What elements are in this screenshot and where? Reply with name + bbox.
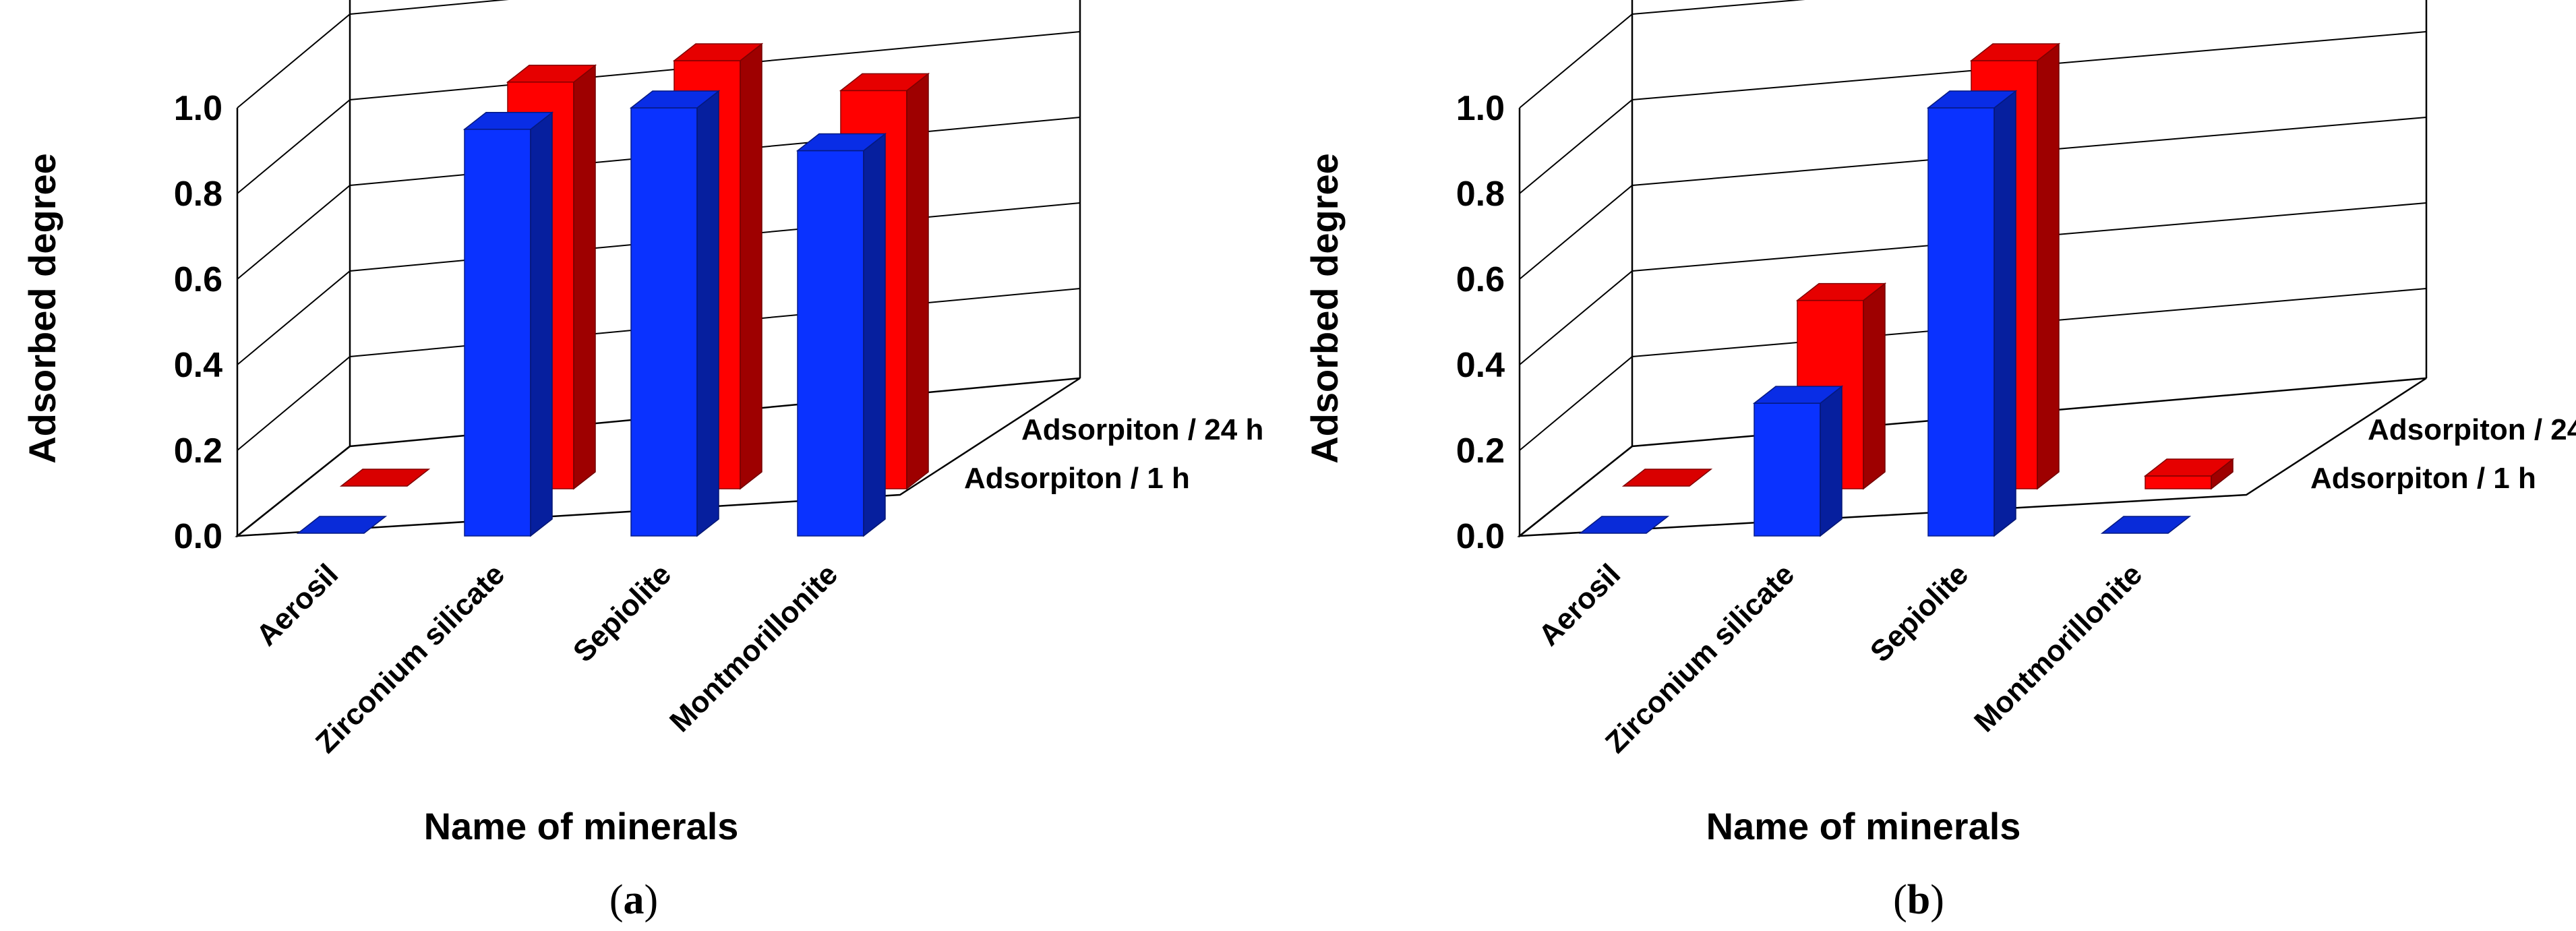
bar-front-face <box>2145 475 2212 489</box>
bar-1h-zirconium-silicate <box>1752 385 1844 537</box>
x-axis-title: Name of minerals <box>424 805 739 847</box>
bar-side-face <box>1820 385 1843 537</box>
series-label-24h: Adsorpiton / 24 h <box>1021 413 1263 446</box>
y-tick-label: 0.2 <box>1456 431 1505 471</box>
bar-front-face <box>1927 107 1995 537</box>
chart-panel-b: 0.0 0.2 0.4 0.6 0.8 1.0 Adsorbed degree Adsorpi… <box>1303 0 2576 923</box>
bar-1h-aerosil <box>296 516 388 534</box>
bar-top-face <box>1926 90 2018 109</box>
y-tick-label: 0.4 <box>174 346 222 385</box>
gridline <box>1519 0 1805 109</box>
bar-1h-montmorillonite <box>796 132 887 537</box>
x-axis-title: Name of minerals <box>1706 805 2021 847</box>
y-tick-label: 0.6 <box>1456 260 1505 299</box>
y-tick-label: 0.8 <box>1456 175 1505 214</box>
bar-top-face <box>672 43 764 61</box>
back-wall <box>1079 0 1081 378</box>
bar-24h-aerosil <box>339 469 431 487</box>
bar-side-face <box>530 111 553 537</box>
category-label: Montmorillonite <box>663 558 844 738</box>
category-label: Zirconium silicate <box>309 558 511 759</box>
gridline <box>1519 117 2427 280</box>
bar-top-face <box>1621 469 1713 487</box>
gridline <box>1519 288 2427 451</box>
bar-top-face <box>462 112 554 130</box>
bar-side-face <box>573 64 596 490</box>
bar-side-face <box>740 42 762 490</box>
category-label: Aerosil <box>1532 558 1627 652</box>
y-tick-label: 0.0 <box>174 517 222 556</box>
bar-top-face <box>1752 386 1844 404</box>
bar-top-face <box>2100 516 2192 534</box>
bar-1h-sepiolite <box>1926 90 2018 537</box>
panel-label: (a) <box>609 877 658 923</box>
bar-side-face <box>863 132 886 537</box>
bar-top-face <box>796 133 887 152</box>
bar-front-face <box>464 129 531 537</box>
bar-side-face <box>1994 90 2016 537</box>
bar-side-face <box>1863 282 1886 490</box>
left-wall <box>236 0 351 538</box>
gridline <box>1519 202 2427 365</box>
series-label-1h: Adsorpiton / 1 h <box>964 462 1190 495</box>
left-wall <box>1518 0 1634 538</box>
bar-24h-aerosil <box>1621 469 1713 487</box>
panel-label: (b) <box>1893 877 1944 923</box>
bar-side-face <box>696 90 719 537</box>
y-tick-label: 1.0 <box>174 89 222 128</box>
gridline <box>237 0 509 109</box>
bar-front-face <box>1754 402 1821 537</box>
series-label-24h: Adsorpiton / 24 h <box>2368 413 2576 446</box>
gridline <box>1519 31 2427 194</box>
chart-panel-a: 0.0 0.2 0.4 0.6 0.8 1.0 Adsorbed degree Adsorpi… <box>21 0 1263 923</box>
bar-top-face <box>339 469 431 487</box>
y-tick-label: 0.2 <box>174 431 222 471</box>
y-tick-label: 1.0 <box>1456 89 1505 128</box>
y-axis-title: Adsorbed degree <box>1303 153 1346 464</box>
bar-front-face <box>797 150 864 537</box>
bar-top-face <box>506 65 597 83</box>
category-label: Sepiolite <box>1864 558 1975 668</box>
category-label: Sepiolite <box>567 558 678 668</box>
back-wall <box>2425 0 2428 378</box>
bar-front-face <box>630 107 698 537</box>
bar-1h-sepiolite <box>629 90 721 537</box>
y-tick-label: 0.4 <box>1456 346 1505 385</box>
bar-top-face <box>2143 458 2235 477</box>
bar-side-face <box>2037 42 2060 490</box>
category-label: Zirconium silicate <box>1599 558 1801 759</box>
bar-1h-aerosil <box>1578 516 1670 534</box>
bar-top-face <box>1795 282 1887 301</box>
category-label: Montmorillonite <box>1968 558 2149 738</box>
bar-top-face <box>1969 43 2061 61</box>
y-tick-label: 0.6 <box>174 260 222 299</box>
bar-24h-montmorillonite <box>2143 458 2235 490</box>
y-tick-label: 0.0 <box>1456 517 1505 556</box>
bar-side-face <box>906 72 929 490</box>
bar-1h-montmorillonite <box>2100 516 2192 534</box>
category-label: Aerosil <box>250 558 345 652</box>
y-axis-title: Adsorbed degree <box>21 153 63 464</box>
bar-1h-zirconium-silicate <box>462 111 554 537</box>
bar-top-face <box>839 73 930 92</box>
bar-top-face <box>629 90 721 109</box>
series-label-1h: Adsorpiton / 1 h <box>2310 462 2536 495</box>
bar-top-face <box>1578 516 1670 534</box>
gridline <box>237 31 1081 194</box>
bar-top-face <box>296 516 388 534</box>
y-tick-label: 0.8 <box>174 175 222 214</box>
